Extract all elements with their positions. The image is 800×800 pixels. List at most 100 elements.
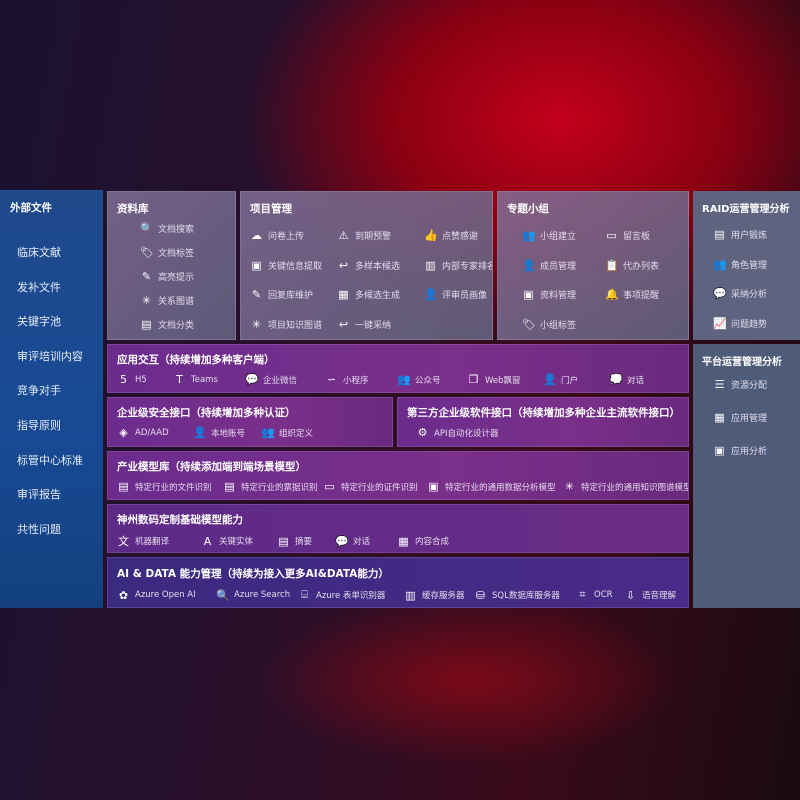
raid-item[interactable]: 📈 问题趋势 [713,317,767,330]
project-item-label: 项目知识图谱 [268,320,323,331]
platform-item[interactable]: ☰ 资源分配 [713,378,767,391]
project-item-label: 多候选生成 [355,291,401,301]
group-item[interactable]: 👥 小组建立 [522,229,576,242]
group-item[interactable]: ▭ 留言板 [605,229,650,242]
industry-item[interactable]: ▤ 特定行业的文件识别 [117,480,223,493]
app-interaction-panel: 应用交互（持续增加多种客户端） 5 H5 T Teams 💬 企业微信 ∽ 小程序 👥 公众号 ❐ W… [107,344,689,393]
app-item[interactable]: 👥 公众号 [397,373,467,386]
pen-icon: ✎ [141,270,152,283]
doc-classify-icon: ▤ [141,318,152,331]
project-item[interactable]: ☁ 问卷上传 [250,229,304,242]
project-title: 项目管理 [250,203,292,215]
library-item[interactable]: 🔍 文档搜索 [140,222,194,235]
ocr-icon: ⌗ [579,588,586,601]
base-item-label: 摘要 [295,537,313,547]
industry-title: 产业模型库（持续添加端到端场景模型） [117,461,306,473]
reply-icon: ↩ [338,258,349,272]
sidebar-item[interactable]: 审评培训内容 [17,349,83,363]
ai-item[interactable]: ⌸ Azure 表单识别器 [298,588,404,602]
library-item-label: 文档分类 [158,321,195,331]
base-item[interactable]: ▤ 摘要 [277,535,335,548]
group-item[interactable]: 📋 代办列表 [605,259,659,272]
group-item[interactable]: 🔔 事项提醒 [605,288,659,301]
app-item-label: 公众号 [415,375,441,386]
base-item[interactable]: 文机器翻译 [117,533,201,549]
industry-item[interactable]: ▭ 特定行业的证件识别 [323,480,427,493]
tts-icon: ♫ [686,589,689,602]
security-item-label: AD/AAD [135,427,169,438]
project-item-label: 多样本候选 [355,261,401,272]
tag-icon: 🏷 [522,317,536,331]
raid-item[interactable]: 💬 采纳分析 [713,287,767,300]
library-item[interactable]: ✳ 关系图谱 [140,294,194,307]
library-item[interactable]: 🏷 文档标签 [140,246,194,259]
project-item[interactable]: ✎ 回复库维护 [250,288,313,301]
project-item-label: 关键信息提取 [268,261,323,272]
ai-item[interactable]: ⛁ SQL数据库服务器 [474,589,576,602]
app-item-label: 门户 [561,375,579,386]
base-item[interactable]: 💬 对话 [335,535,397,548]
base-title: 神州数码定制基础模型能力 [117,514,243,526]
platform-item[interactable]: ▣ 应用分析 [713,444,767,457]
group-item-label: 成员管理 [540,261,577,272]
app-item[interactable]: ❐ Web飘窗 [467,373,543,386]
group-item[interactable]: 🏷 小组标签 [522,318,576,331]
project-item[interactable]: ▣ 关键信息提取 [250,259,322,272]
project-item[interactable]: 👤 评审员画像 [424,288,487,301]
raid-item[interactable]: 👥 角色管理 [713,258,767,271]
sidebar-item[interactable]: 竞争对手 [17,384,61,398]
miniprogram-icon: ∽ [326,373,337,386]
group-item[interactable]: ▣ 资料管理 [522,288,576,301]
compose-icon: ▦ [398,534,409,548]
ai-item[interactable]: ✿ Azure Open AI [117,589,216,602]
sidebar-item[interactable]: 指导原则 [17,419,61,432]
project-item[interactable]: ✳ 项目知识图谱 [250,318,322,331]
sidebar-item[interactable]: 关键字池 [17,315,61,329]
project-item[interactable]: ↩ 多样本候选 [337,259,400,272]
project-item[interactable]: 👍 点赞感谢 [424,229,478,242]
sidebar-item[interactable]: 临床文献 [17,246,61,259]
app-item[interactable]: ∽ 小程序 [325,373,397,386]
platform-panel: 平台运营管理分析 ☰ 资源分配 ▦ 应用管理 ▣ 应用分析 [693,344,800,608]
ai-item[interactable]: ⌗ OCR [576,588,624,602]
platform-item[interactable]: ▦ 应用管理 [713,411,767,424]
sidebar-item[interactable]: 发补文件 [17,280,61,294]
ai-item[interactable]: ⇩ 语音理解 [624,589,686,602]
security-item[interactable]: 👤 本地账号 [193,426,261,439]
app-item[interactable]: 👤 门户 [543,373,609,386]
industry-item[interactable]: ✳ 特定行业的通用知识图谱模型 [563,480,688,493]
project-item[interactable]: ▦ 多候选生成 [337,288,400,301]
ai-item[interactable]: ▥ 缓存服务器 [404,589,474,602]
app-title: 应用交互（持续增加多种客户端） [117,354,275,366]
base-item[interactable]: ▦ 内容合成 [397,535,467,548]
app-item[interactable]: 5 H5 [117,373,173,386]
library-item[interactable]: ✎ 高亮提示 [140,270,194,283]
sidebar-item[interactable]: 审评报告 [17,488,61,502]
thirdparty-panel: 第三方企业级软件接口（持续增加多种企业主流软件接口） ⚙ API自动化设计器 [397,397,689,447]
sidebar-item[interactable]: 共性问题 [17,522,61,536]
folder-icon: ▣ [523,288,534,301]
library-item[interactable]: ▤ 文档分类 [140,318,194,331]
industry-item[interactable]: ▤ 特定行业的票据识别 [223,480,323,493]
project-item[interactable]: ⚠ 到期预警 [337,229,391,242]
project-item-label: 内部专家排名 [442,261,493,272]
cloud-upload-icon: ☁ [251,229,262,242]
ai-item[interactable]: 🔍 Azure Search [216,589,298,602]
project-item[interactable]: ▥ 内部专家排名 [424,259,493,272]
security-item[interactable]: ◈ AD/AAD [117,426,193,439]
cache-server-icon: ▥ [405,588,416,602]
ai-item[interactable]: ♫TTS [686,589,689,602]
app-item[interactable]: 💬 企业微信 [245,373,325,386]
app-item[interactable]: T Teams [173,373,245,386]
security-item[interactable]: 👥 组织定义 [261,426,331,439]
base-item[interactable]: A 关键实体 [201,535,277,548]
app-item[interactable]: 💭 对话 [609,373,659,386]
sidebar-item[interactable]: 标管中心标准 [17,453,83,467]
thirdparty-item[interactable]: ⚙ API自动化设计器 [416,426,536,439]
raid-item[interactable]: ▤ 用户锻炼 [713,228,767,241]
industry-item[interactable]: ▣ 特定行业的通用数据分析模型 [427,480,563,493]
group-item[interactable]: 👤 成员管理 [522,259,576,272]
openai-icon: ✿ [118,588,129,602]
project-item[interactable]: ↩ 一键采纳 [337,318,391,331]
file-icon: ▤ [118,480,129,493]
